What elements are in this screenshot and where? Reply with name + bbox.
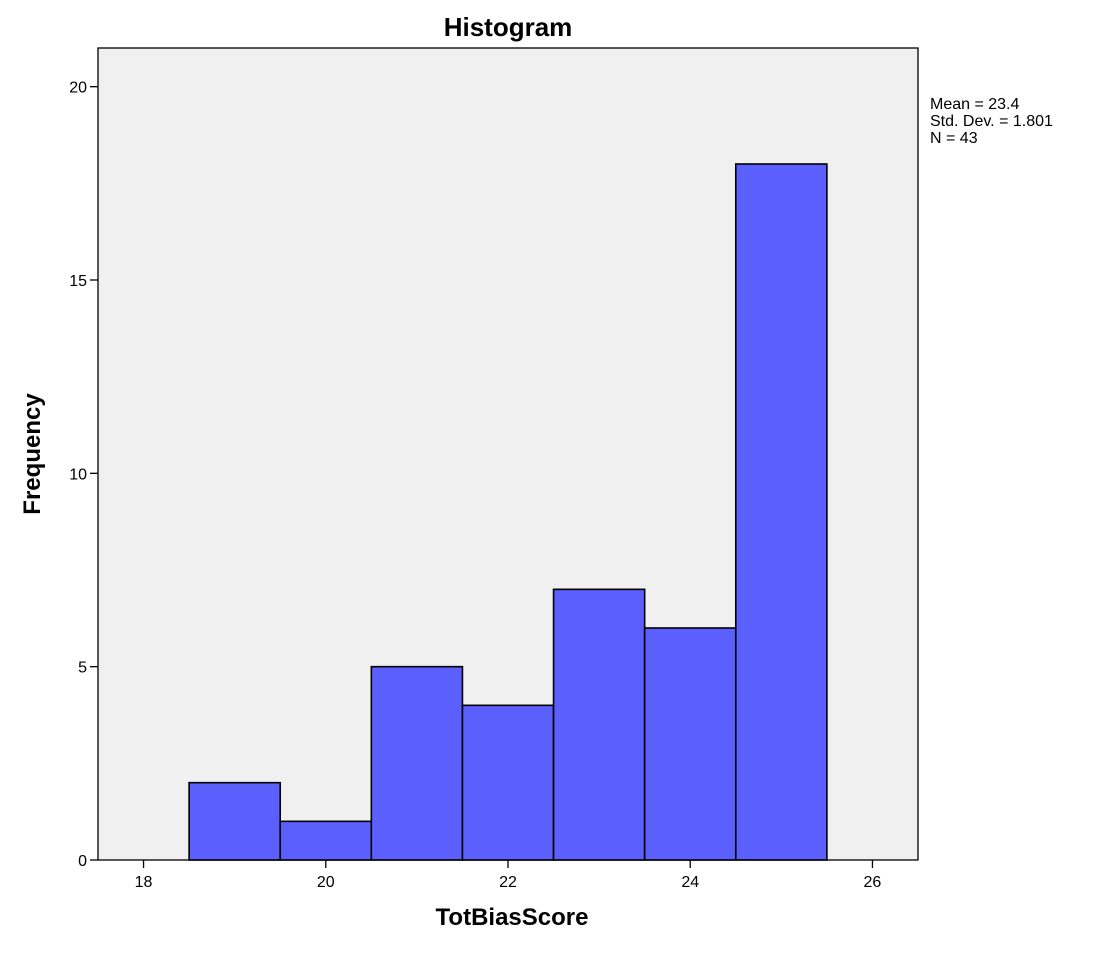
y-axis-title: Frequency: [19, 393, 46, 515]
y-tick-label-5: 5: [78, 660, 87, 677]
y-tick-label-10: 10: [69, 466, 87, 483]
y-tick-label-0: 0: [78, 853, 87, 870]
histogram-bar-5: [552, 588, 646, 861]
histogram-bar-6: [643, 627, 737, 861]
histogram-bar-1: [188, 781, 282, 861]
y-axis: 0 5 10 15 20: [69, 80, 98, 870]
chart-title: Histogram: [444, 12, 573, 42]
x-tick-label-22: 22: [499, 874, 517, 891]
x-tick-label-24: 24: [681, 874, 699, 891]
stats-line-2: Std. Dev. = 1.801: [930, 113, 1053, 130]
x-axis: 18 20 22 24 26: [135, 860, 882, 891]
y-tick-label-15: 15: [69, 273, 87, 290]
histogram-bar-3: [370, 665, 464, 861]
y-tick-label-20: 20: [69, 80, 87, 97]
histogram-bar-7: [734, 163, 828, 861]
bars-layer: [188, 163, 828, 861]
histogram-bar-4: [461, 704, 555, 861]
x-tick-label-20: 20: [317, 874, 335, 891]
x-tick-label-26: 26: [864, 874, 882, 891]
histogram-bar-2: [279, 820, 373, 861]
x-axis-title: TotBiasScore: [436, 904, 589, 931]
x-tick-label-18: 18: [135, 874, 153, 891]
stats-line-1: Mean = 23.4: [930, 96, 1020, 113]
stats-line-3: N = 43: [930, 130, 978, 147]
